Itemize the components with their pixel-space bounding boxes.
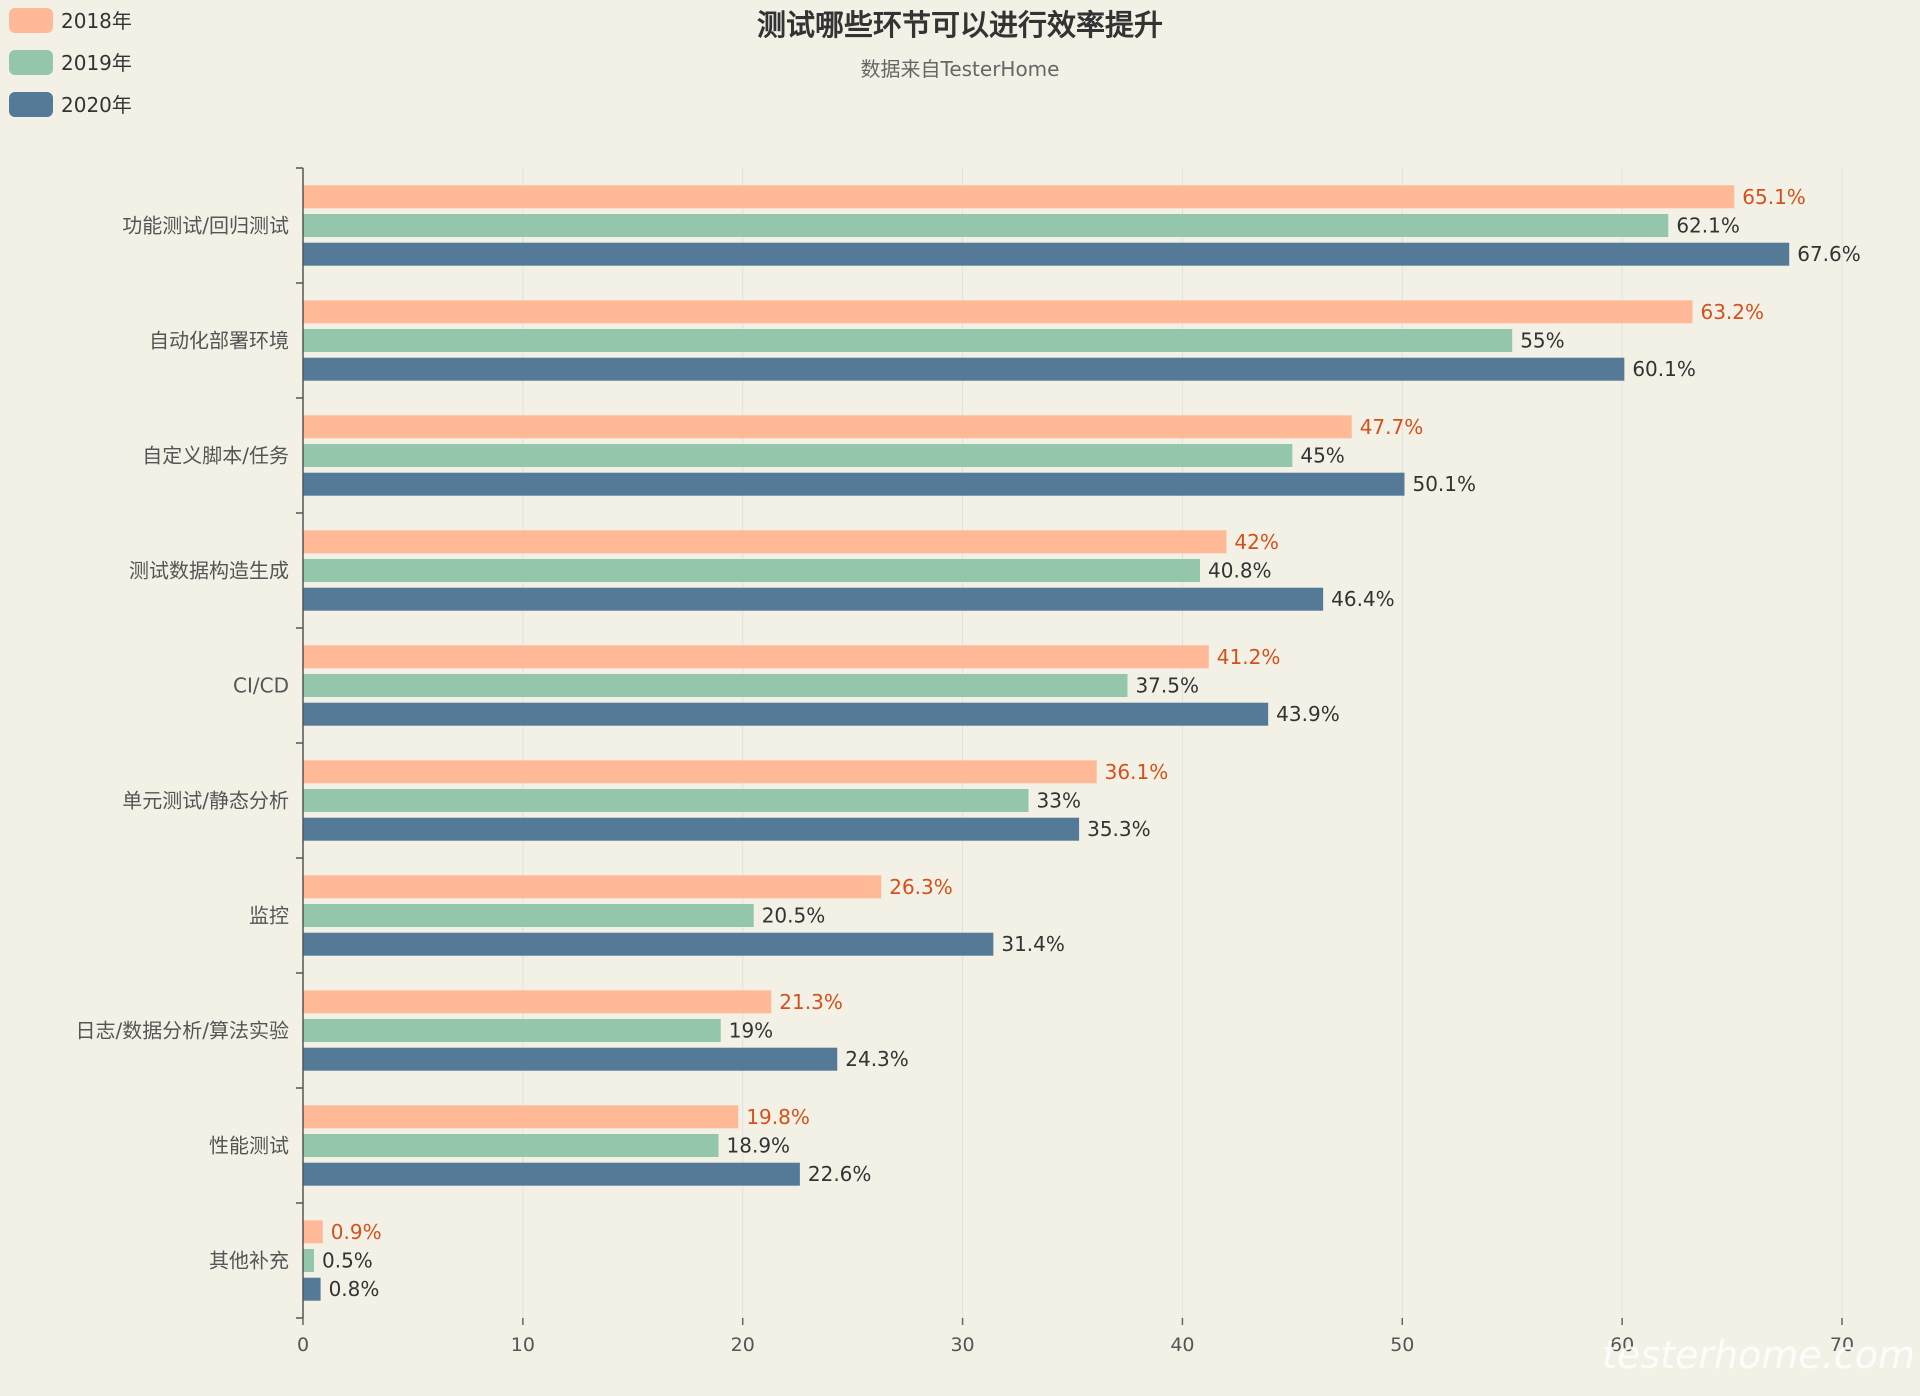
bar[interactable] xyxy=(303,789,1029,812)
bar-value-label: 24.3% xyxy=(845,1047,909,1071)
bar-value-label: 18.9% xyxy=(727,1134,791,1158)
bar[interactable] xyxy=(303,214,1669,237)
bar[interactable] xyxy=(303,1105,739,1129)
bar-value-label: 46.4% xyxy=(1331,587,1395,611)
legend-swatch[interactable] xyxy=(9,50,53,75)
bar[interactable] xyxy=(303,932,994,956)
bar-value-label: 67.6% xyxy=(1797,242,1861,266)
bar[interactable] xyxy=(303,674,1128,697)
bar[interactable] xyxy=(303,1134,719,1157)
bar[interactable] xyxy=(303,242,1790,266)
bar-value-label: 36.1% xyxy=(1105,760,1169,784)
bar[interactable] xyxy=(303,1047,838,1071)
bar-value-label: 65.1% xyxy=(1742,185,1806,209)
bar[interactable] xyxy=(303,587,1324,611)
chart-title: 测试哪些环节可以进行效率提升 xyxy=(757,8,1163,42)
bar[interactable] xyxy=(303,1162,800,1186)
x-tick-label: 30 xyxy=(950,1334,974,1356)
chart-subtitle: 数据来自TesterHome xyxy=(861,57,1060,81)
bar[interactable] xyxy=(303,415,1352,439)
bar-value-label: 0.9% xyxy=(331,1220,382,1244)
bar-value-label: 50.1% xyxy=(1412,472,1476,496)
x-tick-label: 70 xyxy=(1830,1334,1854,1356)
bar-value-label: 55% xyxy=(1520,329,1564,353)
category-label: 功能测试/回归测试 xyxy=(122,214,289,238)
category-label: 其他补充 xyxy=(209,1249,289,1273)
bar[interactable] xyxy=(303,904,754,927)
bar[interactable] xyxy=(303,760,1097,784)
bar[interactable] xyxy=(303,817,1080,841)
bar-value-label: 20.5% xyxy=(762,904,826,928)
bar[interactable] xyxy=(303,472,1405,496)
bar-value-label: 41.2% xyxy=(1217,645,1281,669)
category-label: 测试数据构造生成 xyxy=(129,559,289,583)
x-tick-label: 60 xyxy=(1610,1334,1634,1356)
bar-value-label: 43.9% xyxy=(1276,702,1340,726)
x-tick-label: 10 xyxy=(511,1334,535,1356)
bar[interactable] xyxy=(303,1220,323,1244)
bar[interactable] xyxy=(303,530,1227,554)
axes: 0 10 20 30 40 50 60 70 功能测试/回归测试自动化部署环境自定义脚本/任务测… xyxy=(76,167,1854,1356)
bar-value-label: 26.3% xyxy=(889,875,953,899)
bar-value-label: 0.5% xyxy=(322,1249,373,1273)
category-label: 日志/数据分析/算法实验 xyxy=(76,1019,289,1043)
legend-label[interactable]: 2019年 xyxy=(61,51,132,75)
legend-swatch[interactable] xyxy=(9,92,53,117)
bar-value-label: 40.8% xyxy=(1208,559,1272,583)
bar[interactable] xyxy=(303,1249,314,1272)
bar[interactable] xyxy=(303,645,1209,669)
bar[interactable] xyxy=(303,559,1201,582)
legend[interactable]: 2018年 2019年 2020年 xyxy=(9,8,132,117)
bar[interactable] xyxy=(303,185,1735,209)
x-tick-label: 0 xyxy=(297,1334,309,1356)
watermark: testerhome.com xyxy=(1602,1333,1915,1377)
bar[interactable] xyxy=(303,300,1693,324)
bar-value-label: 63.2% xyxy=(1700,300,1764,324)
legend-label[interactable]: 2020年 xyxy=(61,93,132,117)
bars: 65.1%62.1% 67.6% 63.2% 55% 60.1% 47.7% 45% 50.1… xyxy=(303,185,1861,1301)
bar-value-label: 31.4% xyxy=(1001,932,1065,956)
bar-value-label: 35.3% xyxy=(1087,817,1151,841)
bar-value-label: 19.8% xyxy=(746,1105,810,1129)
bar-value-label: 62.1% xyxy=(1676,214,1740,238)
bar[interactable] xyxy=(303,357,1625,381)
category-label: CI/CD xyxy=(233,674,289,698)
bar-value-label: 0.8% xyxy=(329,1277,380,1301)
bar[interactable] xyxy=(303,875,882,899)
x-tick-label: 20 xyxy=(731,1334,755,1356)
bar[interactable] xyxy=(303,702,1269,726)
bar[interactable] xyxy=(303,444,1293,467)
legend-label[interactable]: 2018年 xyxy=(61,9,132,33)
bar-value-label: 33% xyxy=(1037,789,1081,813)
category-label: 性能测试 xyxy=(209,1134,289,1158)
category-label: 单元测试/静态分析 xyxy=(122,789,289,813)
bar-value-label: 21.3% xyxy=(779,990,843,1014)
category-label: 自动化部署环境 xyxy=(149,329,289,353)
bar-value-label: 45% xyxy=(1300,444,1344,468)
bar-value-label: 19% xyxy=(729,1019,773,1043)
x-tick-label: 50 xyxy=(1390,1334,1414,1356)
legend-swatch[interactable] xyxy=(9,8,53,33)
bar-value-label: 37.5% xyxy=(1135,674,1199,698)
bar[interactable] xyxy=(303,990,772,1014)
bar-value-label: 22.6% xyxy=(808,1162,872,1186)
x-tick-label: 40 xyxy=(1170,1334,1194,1356)
bar-value-label: 47.7% xyxy=(1360,415,1424,439)
category-label: 自定义脚本/任务 xyxy=(142,444,289,468)
bar-value-label: 42% xyxy=(1234,530,1278,554)
bar[interactable] xyxy=(303,329,1513,352)
bar[interactable] xyxy=(303,1277,321,1301)
bar[interactable] xyxy=(303,1019,721,1042)
bar-value-label: 60.1% xyxy=(1632,357,1696,381)
category-label: 监控 xyxy=(249,904,289,928)
